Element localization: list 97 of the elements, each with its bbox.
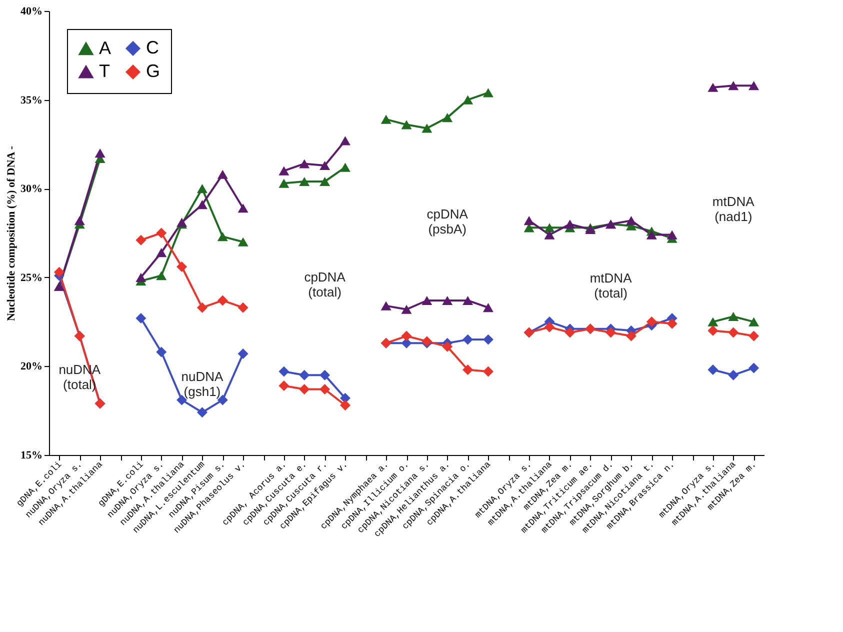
y-tick-label: 20% <box>20 360 42 373</box>
point <box>482 303 494 312</box>
point <box>564 327 576 338</box>
point <box>708 364 718 375</box>
point <box>340 162 350 172</box>
y-axis-title: Nucleotide composition (%) of DNA - <box>6 146 18 322</box>
annotation: mtDNA (nad1) <box>712 194 755 224</box>
point <box>380 301 392 310</box>
point <box>462 296 474 306</box>
point <box>544 223 555 232</box>
point <box>666 230 678 240</box>
point <box>299 384 310 395</box>
point <box>196 184 208 194</box>
point <box>320 384 330 395</box>
point <box>136 272 146 282</box>
point <box>544 230 555 240</box>
point <box>606 327 616 338</box>
y-tick-label: 35% <box>20 94 42 106</box>
point <box>196 407 208 418</box>
point <box>320 370 330 380</box>
point <box>748 330 760 342</box>
point <box>340 392 350 404</box>
point <box>156 248 167 258</box>
point <box>217 295 228 306</box>
point <box>442 113 453 122</box>
point <box>462 95 474 104</box>
annotation: cpDNA (psbA) <box>426 206 468 236</box>
point <box>748 317 760 326</box>
annotation: mtDNA (total) <box>590 270 632 300</box>
point <box>238 237 248 246</box>
point <box>462 334 474 345</box>
point <box>748 362 760 374</box>
point <box>708 82 718 92</box>
point <box>196 200 208 210</box>
point <box>626 330 636 342</box>
y-tick-label: 40% <box>20 6 42 18</box>
point <box>626 216 636 226</box>
point <box>299 370 310 380</box>
point <box>278 166 290 176</box>
point <box>299 159 310 168</box>
point <box>462 364 474 375</box>
point <box>340 400 350 411</box>
point <box>380 114 392 124</box>
point <box>238 302 248 313</box>
legend-label: A <box>99 38 112 58</box>
point <box>728 327 739 338</box>
point <box>156 346 167 358</box>
annotation: cpDNA (total) <box>304 269 346 300</box>
point <box>278 380 290 391</box>
point <box>442 341 453 352</box>
point <box>482 366 494 377</box>
legend-label: G <box>146 61 160 81</box>
point <box>196 302 208 313</box>
point <box>482 334 494 345</box>
point <box>238 348 248 360</box>
point <box>708 325 718 336</box>
point <box>238 204 248 213</box>
y-tick-label: 25% <box>20 272 42 284</box>
point <box>278 178 290 188</box>
point <box>544 322 555 332</box>
y-tick-label: 15% <box>20 450 42 462</box>
legend-label: C <box>146 37 159 58</box>
point <box>728 370 739 380</box>
point <box>156 271 167 280</box>
y-tick-label: 30% <box>20 183 42 196</box>
point <box>646 316 657 328</box>
point <box>401 330 412 342</box>
point <box>524 216 534 226</box>
point <box>728 81 739 90</box>
point <box>74 216 85 226</box>
point <box>136 313 146 324</box>
point <box>564 220 576 229</box>
annotation: nuDNA (gsh1) <box>181 368 224 399</box>
point <box>320 160 330 170</box>
point <box>708 317 718 326</box>
point <box>156 228 167 238</box>
point <box>278 366 290 377</box>
point <box>728 312 739 322</box>
point <box>320 176 330 186</box>
point <box>176 262 188 272</box>
point <box>217 170 228 179</box>
point <box>136 234 146 246</box>
point <box>94 148 106 158</box>
point <box>666 318 678 329</box>
point <box>217 232 228 242</box>
point <box>54 266 64 278</box>
point <box>482 88 494 98</box>
point <box>442 296 453 306</box>
point <box>646 230 657 240</box>
point <box>422 296 432 306</box>
point <box>299 176 310 186</box>
point <box>401 120 412 130</box>
legend-label: T <box>99 61 110 81</box>
point <box>748 81 760 90</box>
point <box>340 136 350 146</box>
point <box>401 304 412 314</box>
point <box>422 124 432 133</box>
